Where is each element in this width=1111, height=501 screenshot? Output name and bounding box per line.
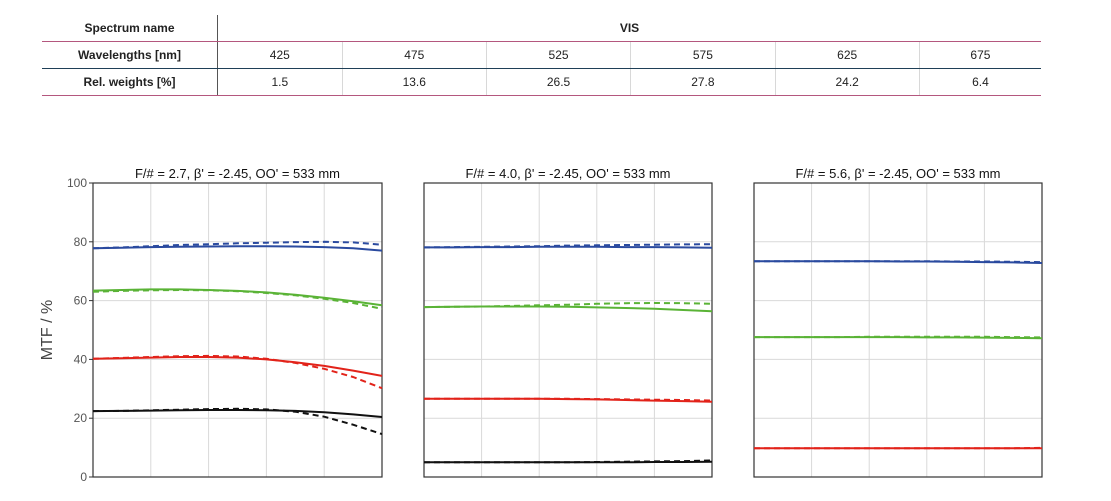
plot-frame [753, 182, 1043, 478]
y-tick-label: 100 [67, 176, 87, 190]
spectrum-table: Spectrum name VIS Wavelengths [nm] 425 4… [42, 15, 1041, 96]
weight-cell: 13.6 [342, 68, 487, 96]
series-line-dashed [754, 335, 1043, 339]
y-tick-label: 80 [74, 235, 88, 249]
weight-cell: 24.2 [775, 68, 920, 96]
wavelengths-label: Wavelengths [nm] [42, 41, 218, 69]
plot-area [93, 183, 382, 477]
spectrum-name-value: VIS [217, 15, 1041, 42]
series-line-dashed [92, 354, 383, 390]
series-line-dashed [423, 302, 713, 309]
series-line-solid [424, 245, 713, 249]
wavelength-cell: 425 [217, 41, 343, 69]
series-line-dashed [424, 459, 713, 464]
wavelength-cell: 675 [919, 41, 1041, 69]
y-tick-label: 60 [74, 294, 88, 308]
wavelength-cell: 525 [486, 41, 632, 69]
series-line-dashed [424, 397, 713, 402]
plot-frame [92, 182, 383, 478]
series-line-dashed [92, 289, 383, 310]
y-tick-label: 20 [74, 411, 88, 425]
table-row-spectrum: Spectrum name VIS [42, 15, 1041, 42]
wavelength-cell: 475 [342, 41, 487, 69]
weight-cell: 27.8 [630, 68, 776, 96]
series-line-dashed [92, 240, 383, 250]
chart-title: F/# = 2.7, β' = -2.45, OO' = 533 mm [135, 166, 340, 181]
y-tick-label: 0 [80, 470, 87, 484]
weight-cell: 6.4 [919, 68, 1041, 96]
plot-frame [423, 182, 713, 478]
table-row-wavelengths: Wavelengths [nm] 425 475 525 575 625 675 [42, 41, 1041, 69]
wavelength-cell: 625 [775, 41, 920, 69]
spectrum-name-label: Spectrum name [42, 15, 218, 42]
series-line-dashed [754, 260, 1043, 264]
chart-title: F/# = 5.6, β' = -2.45, OO' = 533 mm [795, 166, 1000, 181]
plot-area [424, 183, 712, 477]
table-row-weights: Rel. weights [%] 1.5 13.6 26.5 27.8 24.2… [42, 68, 1041, 96]
series-line-solid [92, 245, 383, 252]
series-line-solid [92, 356, 383, 377]
weights-label: Rel. weights [%] [42, 68, 218, 96]
series-line-dashed [423, 243, 713, 249]
plot-area [754, 183, 1042, 477]
series-line-solid [92, 409, 383, 418]
y-tick-label: 40 [74, 352, 88, 366]
series-line-solid [423, 305, 713, 313]
chart-title: F/# = 4.0, β' = -2.45, OO' = 533 mm [465, 166, 670, 181]
weight-cell: 26.5 [486, 68, 632, 96]
wavelength-cell: 575 [630, 41, 776, 69]
series-line-dashed [92, 407, 383, 436]
weight-cell: 1.5 [217, 68, 343, 96]
y-axis-label: MTF / % [39, 300, 56, 360]
